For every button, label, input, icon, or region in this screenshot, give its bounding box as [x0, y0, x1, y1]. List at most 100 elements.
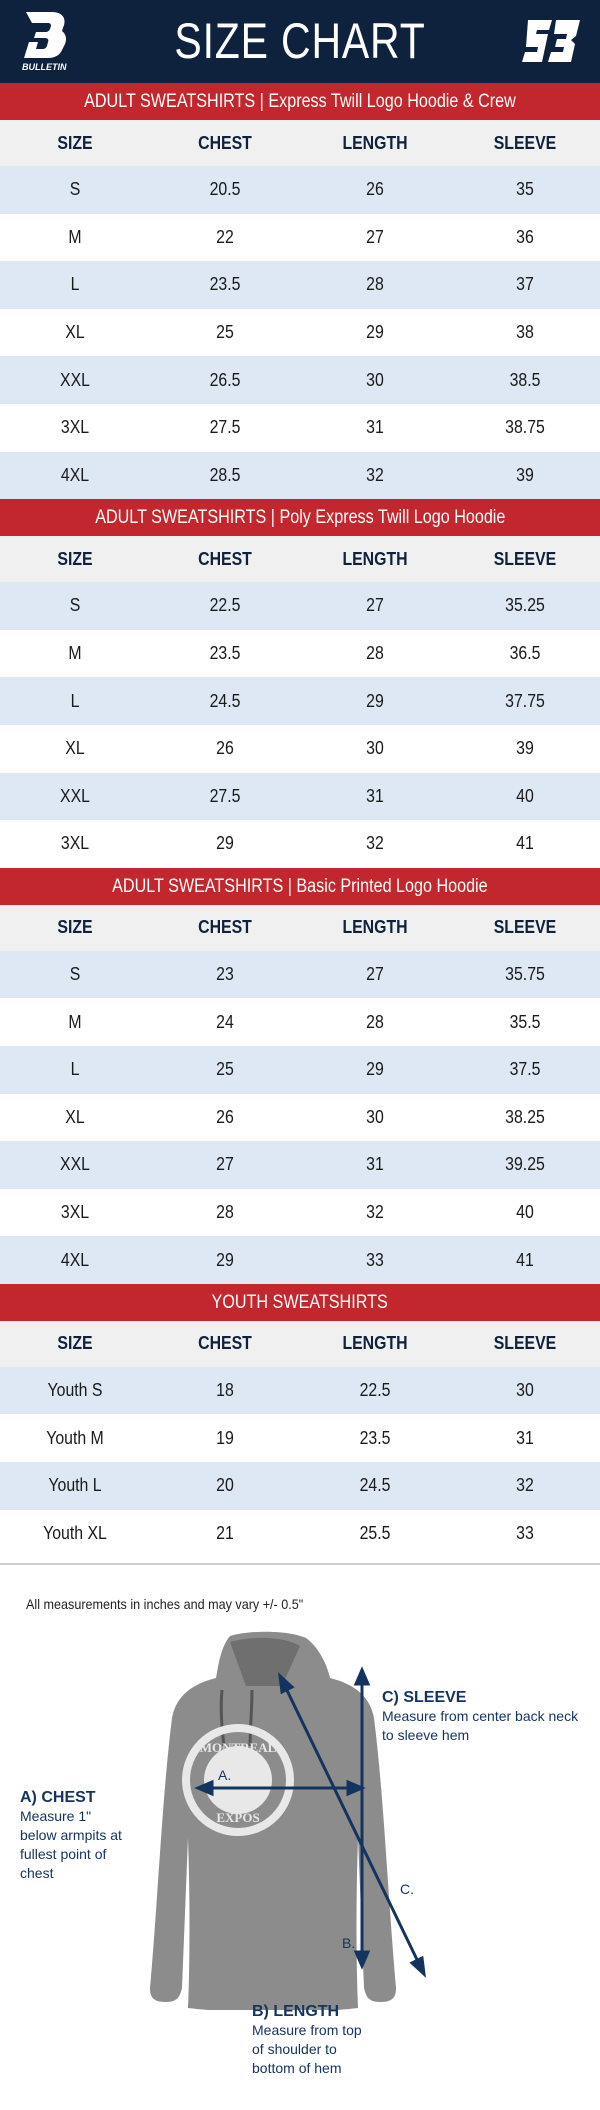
- table-row: L 23.5 28 37: [0, 261, 600, 309]
- table-cell: 41: [516, 1249, 534, 1270]
- table-cell: 39: [516, 738, 534, 759]
- table-cell: 30: [366, 369, 384, 390]
- table-cell: 22.5: [209, 595, 241, 616]
- bulletin-logo: BULLETIN: [22, 12, 67, 72]
- table-cell: 4XL: [60, 1249, 90, 1270]
- chest-label: A) CHEST Measure 1" below armpits at ful…: [20, 1788, 130, 1883]
- table-cell: 26: [216, 738, 234, 759]
- table-cell: 3XL: [60, 833, 90, 854]
- table-cell: 41: [516, 833, 534, 854]
- table-cell: XXL: [60, 1154, 90, 1175]
- table-cell: 25: [216, 322, 234, 343]
- table-cell: L: [70, 690, 80, 711]
- section-title-text: ADULT SWEATSHIRTS | Basic Printed Logo H…: [112, 875, 488, 897]
- table-row: XL 26 30 38.25: [0, 1094, 600, 1142]
- table-row: Youth XL 21 25.5 33: [0, 1510, 600, 1558]
- table-row: XXL 27.5 31 40: [0, 772, 600, 821]
- table-cell: 23.5: [359, 1427, 391, 1448]
- section-title: ADULT SWEATSHIRTS | Express Twill Logo H…: [0, 83, 600, 120]
- table-cell: 27: [216, 1154, 234, 1175]
- svg-text:BULLETIN: BULLETIN: [22, 62, 67, 72]
- table-row: M 24 28 35.5: [0, 998, 600, 1046]
- marker-a: A.: [218, 1767, 231, 1783]
- table-cell: 30: [516, 1380, 534, 1401]
- column-header-row: SIZE CHEST LENGTH SLEEVE: [0, 1320, 600, 1367]
- table-row: XL 26 30 39: [0, 725, 600, 773]
- table-cell: 28: [366, 274, 384, 295]
- table-cell: 39: [516, 464, 534, 485]
- column-header: LENGTH: [342, 132, 408, 153]
- length-desc: Measure from top of shoulder to bottom o…: [252, 2022, 362, 2076]
- table-cell: 36: [516, 226, 534, 247]
- column-header-row: SIZE CHEST LENGTH SLEEVE: [0, 120, 600, 166]
- section-title-text: ADULT SWEATSHIRTS | Poly Express Twill L…: [94, 507, 506, 529]
- table-row: L 25 29 37.5: [0, 1045, 600, 1094]
- table-cell: 32: [366, 464, 384, 485]
- logo-text-bottom: EXPOS: [216, 1810, 259, 1825]
- table-row: 3XL 29 32 41: [0, 820, 600, 868]
- marker-c: C.: [400, 1881, 414, 1897]
- column-header: SIZE: [57, 1333, 93, 1354]
- sleeve-title: C) SLEEVE: [382, 1689, 467, 1706]
- column-header: LENGTH: [342, 548, 408, 569]
- column-header: SIZE: [57, 132, 93, 153]
- column-header: CHEST: [198, 917, 252, 938]
- table-cell: 40: [516, 1201, 534, 1222]
- column-header-row: SIZE CHEST LENGTH SLEEVE: [0, 536, 600, 583]
- table-cell: M: [68, 1011, 82, 1032]
- table-cell: 26: [366, 179, 384, 200]
- table-cell: 38: [516, 322, 534, 343]
- divider: [0, 1563, 600, 1566]
- table-cell: L: [70, 274, 80, 295]
- table-cell: 31: [366, 1154, 384, 1175]
- table-row: XXL 26.5 30 38.5: [0, 356, 600, 404]
- column-header-row: SIZE CHEST LENGTH SLEEVE: [0, 904, 600, 951]
- table-cell: 30: [366, 1106, 384, 1127]
- section-title-text: YOUTH SWEATSHIRTS: [211, 1291, 389, 1313]
- table-cell: 39.25: [505, 1154, 545, 1175]
- sleeve-label: C) SLEEVE Measure from center back neck …: [382, 1688, 582, 1745]
- table-cell: 32: [516, 1475, 534, 1496]
- table-cell: 25: [216, 1059, 234, 1080]
- column-header: SIZE: [57, 917, 93, 938]
- logo-text-top: MONTREAL: [200, 1740, 277, 1755]
- table-cell: 29: [216, 1249, 234, 1270]
- table-row: M 22 27 36: [0, 214, 600, 262]
- table-cell: L: [70, 1059, 80, 1080]
- column-header: SLEEVE: [493, 917, 557, 938]
- table-cell: 36.5: [509, 643, 541, 664]
- table-cell: 3XL: [60, 417, 90, 438]
- table-cell: 19: [216, 1427, 234, 1448]
- sleeve-desc: Measure from center back neck to sleeve …: [382, 1708, 579, 1743]
- table-cell: 37: [516, 274, 534, 295]
- table-cell: M: [68, 643, 82, 664]
- length-title: B) LENGTH: [252, 2003, 340, 2020]
- table-cell: 29: [366, 690, 384, 711]
- table-cell: 28: [366, 643, 384, 664]
- table-cell: 26: [216, 1106, 234, 1127]
- table-cell: 31: [366, 417, 384, 438]
- table-row: L 24.5 29 37.75: [0, 677, 600, 725]
- table-cell: 23: [216, 964, 234, 985]
- table-cell: Youth L: [48, 1475, 102, 1496]
- table-row: M 23.5 28 36.5: [0, 630, 600, 678]
- table-cell: XL: [65, 322, 85, 343]
- column-header: SLEEVE: [493, 132, 557, 153]
- table-cell: 32: [366, 833, 384, 854]
- table-cell: XXL: [60, 785, 90, 806]
- table-cell: 24.5: [359, 1475, 391, 1496]
- column-header: CHEST: [198, 1333, 252, 1354]
- table-cell: M: [68, 226, 82, 247]
- table-cell: 33: [366, 1249, 384, 1270]
- table-cell: 35: [516, 179, 534, 200]
- table-cell: 27.5: [209, 785, 241, 806]
- section-title: YOUTH SWEATSHIRTS: [0, 1283, 600, 1321]
- table-cell: 20.5: [209, 179, 241, 200]
- table-cell: Youth M: [46, 1427, 104, 1448]
- section-title-text: ADULT SWEATSHIRTS | Express Twill Logo H…: [84, 91, 516, 112]
- table-cell: 21: [216, 1522, 234, 1543]
- column-header: LENGTH: [342, 1333, 408, 1354]
- section-title: ADULT SWEATSHIRTS | Poly Express Twill L…: [0, 499, 600, 537]
- page-header: BULLETIN SIZE CHART: [0, 0, 600, 83]
- table-cell: 24.5: [209, 690, 241, 711]
